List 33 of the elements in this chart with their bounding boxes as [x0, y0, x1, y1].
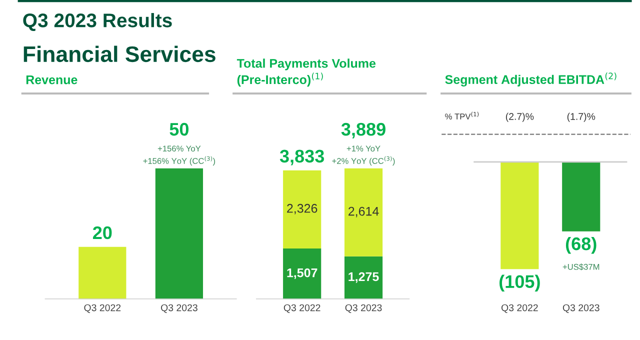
- chart-title: Segment Adjusted EBITDA$^{(2)}$: [445, 72, 616, 87]
- data-label: (68): [566, 236, 596, 254]
- data-label: 2,614: [348, 206, 379, 218]
- annotation: +156% YoY: [158, 146, 201, 152]
- text: (1.7)%: [567, 112, 596, 122]
- total-label: 3,833: [280, 150, 324, 166]
- annotation: +2% YoY (CC$^{(3)}$): [332, 156, 395, 166]
- chart-title: Total Payments Volume (Pre-Interco)$^{(1)}$: [236, 58, 376, 87]
- text: Financial Services: [24, 46, 216, 62]
- annotation: +1% YoY: [346, 146, 380, 152]
- x-tick-label: Q3 2022: [84, 304, 121, 313]
- x-tick-label: Q3 2023: [345, 304, 382, 313]
- data-label: 1,507: [287, 268, 318, 280]
- x-tick-label: Q3 2022: [501, 304, 538, 313]
- x-tick-label: Q3 2022: [284, 304, 320, 313]
- text: Q3 2023 Results: [23, 13, 172, 31]
- x-tick-label: Q3 2023: [562, 304, 600, 313]
- total-label: 3,889: [341, 122, 386, 138]
- annotation: +156% YoY (CC$^{(3)}$): [143, 156, 216, 166]
- text: % TPV$^{(1)}$: [445, 112, 479, 120]
- bar: [283, 170, 322, 249]
- bar: [283, 248, 322, 300]
- x-tick-label: Q3 2023: [161, 304, 198, 313]
- bar: [344, 168, 383, 256]
- chart-title: Revenue: [26, 76, 78, 84]
- data-label: 20: [92, 226, 112, 240]
- data-label: 1,275: [348, 272, 379, 283]
- annotation: +US$37M: [562, 264, 600, 270]
- text: (2.7)%: [506, 112, 534, 122]
- bar: [344, 256, 383, 300]
- data-label: 50: [170, 122, 189, 136]
- data-label: (105): [500, 274, 540, 292]
- data-label: 2,326: [287, 204, 318, 214]
